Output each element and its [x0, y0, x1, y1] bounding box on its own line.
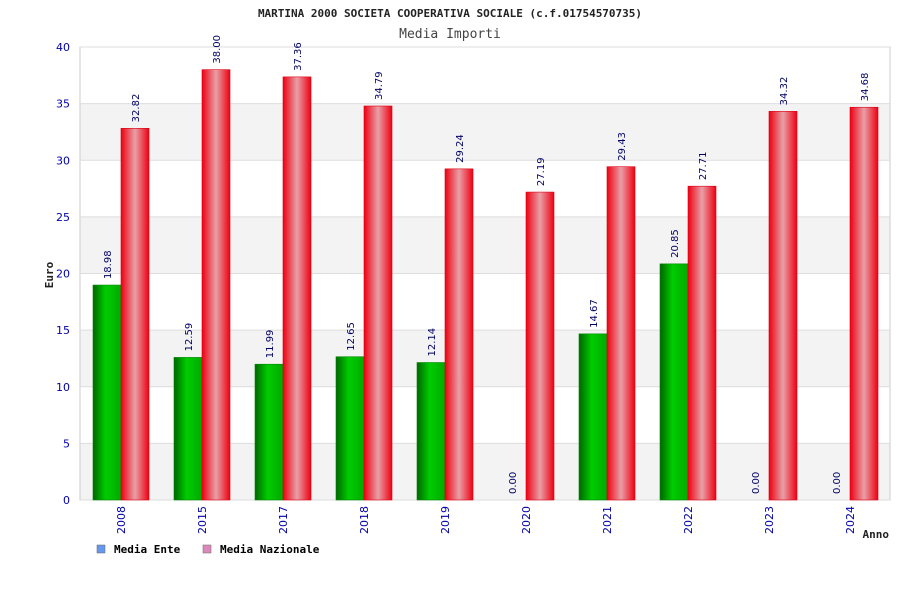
data-label-media-nazionale: 34.79 — [374, 71, 385, 100]
y-tick-label: 5 — [63, 437, 70, 450]
bar-media-ente — [92, 284, 122, 501]
bar-media-ente — [578, 333, 608, 501]
legend: Media Ente Media Nazionale — [96, 543, 320, 556]
y-axis-ticks: 0 5 10 15 20 25 30 35 40 — [56, 41, 70, 507]
x-axis-ticks: 2008 2015 2017 2018 2019 2020 2021 2022 2023 2024 — [115, 506, 857, 534]
data-label-media-ente: 12.65 — [346, 322, 357, 351]
bar-media-nazionale — [282, 76, 312, 501]
bar-media-nazionale — [849, 106, 879, 501]
data-label-media-nazionale: 37.36 — [293, 42, 304, 71]
bars — [92, 69, 879, 501]
data-label-media-ente: 0.00 — [751, 472, 762, 494]
bar-media-nazionale — [363, 105, 393, 501]
bar-media-nazionale — [525, 191, 555, 501]
data-label-media-ente: 0.00 — [508, 472, 519, 494]
bar-media-ente — [659, 263, 689, 501]
data-label-media-nazionale: 29.43 — [617, 132, 628, 161]
x-tick-label: 2020 — [520, 506, 533, 534]
x-tick-label: 2018 — [358, 506, 371, 534]
data-label-media-nazionale: 29.24 — [455, 134, 466, 163]
data-label-media-ente: 12.14 — [427, 328, 438, 357]
x-tick-label: 2021 — [601, 506, 614, 534]
data-label-media-nazionale: 34.32 — [779, 77, 790, 106]
data-label-media-ente: 14.67 — [589, 299, 600, 328]
data-label-media-nazionale: 34.68 — [860, 73, 871, 102]
data-label-media-nazionale: 38.00 — [212, 35, 223, 64]
y-tick-label: 20 — [56, 268, 70, 281]
data-labels: 18.98 32.82 12.59 38.00 11.99 37.36 12.65 34.79… — [103, 35, 871, 494]
plot-band — [80, 273, 890, 331]
plot-band — [80, 216, 890, 274]
x-tick-label: 2024 — [844, 506, 857, 534]
x-tick-label: 2015 — [196, 506, 209, 534]
plot-band — [80, 47, 890, 104]
bar-media-ente — [335, 356, 365, 501]
bar-media-nazionale — [606, 166, 636, 501]
y-axis-label: Euro — [43, 261, 56, 288]
y-tick-label: 30 — [56, 154, 70, 167]
y-tick-label: 35 — [56, 98, 70, 111]
chart-subtitle: Media Importi — [399, 27, 501, 42]
data-label-media-ente: 11.99 — [265, 330, 276, 359]
y-tick-label: 25 — [56, 211, 70, 224]
x-tick-label: 2023 — [763, 506, 776, 534]
x-tick-label: 2017 — [277, 506, 290, 534]
bar-media-ente — [254, 363, 284, 501]
data-label-media-ente: 20.85 — [670, 229, 681, 258]
y-tick-label: 10 — [56, 381, 70, 394]
data-label-media-nazionale: 27.19 — [536, 157, 547, 186]
plot-band — [80, 160, 890, 217]
x-axis-label: Anno — [863, 528, 890, 541]
legend-label: Media Nazionale — [220, 543, 320, 556]
data-label-media-nazionale: 32.82 — [131, 94, 142, 123]
chart-title: MARTINA 2000 SOCIETA COOPERATIVA SOCIALE… — [258, 7, 642, 20]
bar-media-nazionale — [201, 69, 231, 501]
bar-media-ente — [416, 362, 446, 501]
data-label-media-ente: 0.00 — [832, 472, 843, 494]
data-label-media-ente: 12.59 — [184, 323, 195, 352]
legend-label: Media Ente — [114, 543, 181, 556]
bar-media-nazionale — [444, 168, 474, 501]
bar-media-nazionale — [687, 185, 717, 501]
legend-swatch — [96, 544, 106, 554]
legend-swatch — [202, 544, 212, 554]
x-tick-label: 2019 — [439, 506, 452, 534]
bar-media-ente — [173, 357, 203, 501]
x-tick-label: 2008 — [115, 506, 128, 534]
data-label-media-nazionale: 27.71 — [698, 152, 709, 181]
x-tick-label: 2022 — [682, 506, 695, 534]
bar-media-nazionale — [120, 128, 150, 501]
y-tick-label: 0 — [63, 494, 70, 507]
data-label-media-ente: 18.98 — [103, 250, 114, 279]
y-tick-label: 40 — [56, 41, 70, 54]
plot-band — [80, 103, 890, 161]
y-tick-label: 15 — [56, 324, 70, 337]
bar-media-nazionale — [768, 111, 798, 501]
